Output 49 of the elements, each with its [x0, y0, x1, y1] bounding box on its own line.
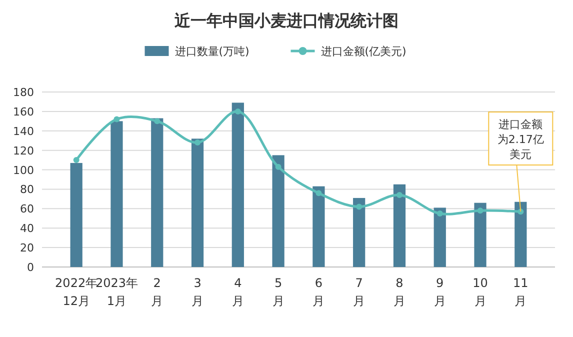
bar: [110, 121, 123, 267]
chart-title: 近一年中国小麦进口情况统计图: [174, 11, 398, 30]
x-tick-label: 2022年 12月: [55, 276, 98, 308]
point: [477, 208, 484, 214]
point: [436, 210, 443, 217]
legend-label: 进口金额(亿美元): [320, 45, 406, 58]
point: [154, 118, 160, 124]
point: [73, 157, 80, 164]
bar: [232, 102, 244, 267]
y-tick-label: 140: [13, 124, 34, 138]
bar: [191, 138, 204, 267]
y-tick-label: 80: [20, 183, 34, 196]
bar: [474, 202, 486, 267]
y-tick-label: 120: [13, 144, 34, 158]
legend-label: 进口数量(万吨): [174, 45, 250, 58]
bar: [70, 162, 82, 267]
point: [194, 140, 201, 146]
x-tick-label: 10 月: [472, 276, 488, 308]
x-tick-label: 8 月: [393, 276, 406, 308]
y-tick-label: 60: [20, 202, 34, 216]
x-tick-label: 9 月: [434, 276, 446, 308]
bar: [272, 155, 284, 267]
x-tick-label: 2 月: [151, 276, 164, 308]
x-tick-label: 3 月: [192, 276, 204, 308]
point: [275, 164, 282, 170]
point: [316, 190, 322, 196]
bar: [393, 184, 406, 267]
point: [396, 192, 402, 198]
bar: [434, 208, 446, 267]
y-tick-label: 40: [20, 222, 34, 236]
y-tick-label: 100: [13, 164, 34, 177]
y-tick-label: 20: [20, 242, 34, 255]
bar: [353, 198, 366, 267]
bar: [514, 202, 527, 267]
x-tick-label: 2023年 1月: [95, 276, 138, 308]
bar: [312, 186, 325, 267]
x-tick-label: 7 月: [353, 276, 366, 308]
y-tick-label: 180: [13, 86, 34, 99]
bar: [151, 118, 164, 267]
y-tick-label: 0: [27, 261, 34, 274]
point: [114, 116, 120, 122]
x-tick-label: 5 月: [272, 276, 284, 308]
x-tick-label: 6 月: [312, 276, 325, 308]
point: [356, 204, 362, 210]
point: [234, 108, 241, 114]
y-tick-label: 160: [13, 105, 34, 118]
x-tick-label: 11 月: [513, 276, 528, 308]
annotation: 进口金额为2.17亿美元: [497, 118, 544, 161]
x-tick-label: 4 月: [232, 276, 244, 308]
